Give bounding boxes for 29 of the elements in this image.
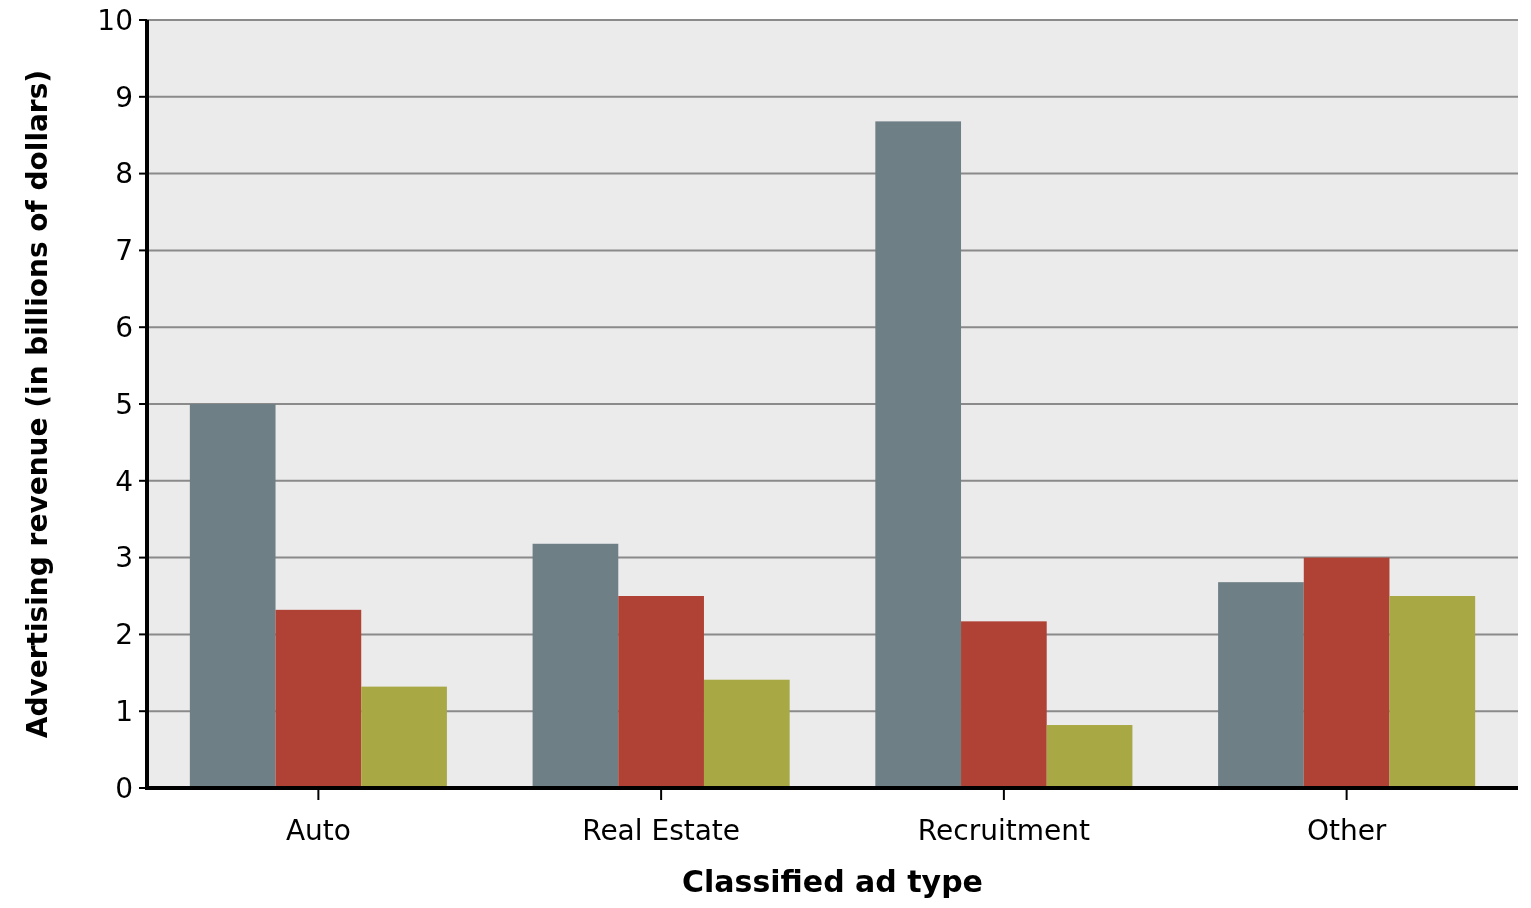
y-tick-label: 4 bbox=[115, 464, 133, 498]
y-axis-title: Advertising revenue (in billions of dollars) bbox=[21, 69, 54, 739]
bar bbox=[875, 121, 962, 788]
x-axis-title: Classified ad type bbox=[682, 864, 983, 899]
x-tick-label: Real Estate bbox=[582, 814, 741, 847]
bar bbox=[961, 621, 1047, 788]
y-tick-label: 0 bbox=[115, 771, 133, 805]
bar bbox=[703, 679, 790, 788]
y-tick-label: 8 bbox=[115, 157, 133, 191]
bar bbox=[189, 404, 276, 788]
bar bbox=[1046, 725, 1133, 788]
bar bbox=[532, 543, 619, 788]
y-tick-label: 2 bbox=[115, 618, 133, 652]
y-tick-label: 5 bbox=[115, 387, 133, 421]
x-tick-label: Other bbox=[1306, 814, 1387, 847]
bar bbox=[1303, 557, 1390, 788]
y-tick-label: 9 bbox=[115, 80, 133, 114]
bar bbox=[361, 686, 447, 788]
x-tick-label: Recruitment bbox=[917, 814, 1090, 847]
bar bbox=[1389, 596, 1476, 788]
x-tick-label: Auto bbox=[285, 814, 351, 847]
y-tick-label: 7 bbox=[115, 234, 133, 268]
y-tick-label: 10 bbox=[97, 3, 133, 37]
y-tick-label: 6 bbox=[115, 311, 133, 344]
y-tick-label: 1 bbox=[115, 695, 133, 728]
bar bbox=[618, 596, 704, 788]
bar bbox=[1218, 582, 1304, 788]
y-tick-label: 3 bbox=[115, 541, 133, 575]
bar bbox=[275, 609, 362, 788]
